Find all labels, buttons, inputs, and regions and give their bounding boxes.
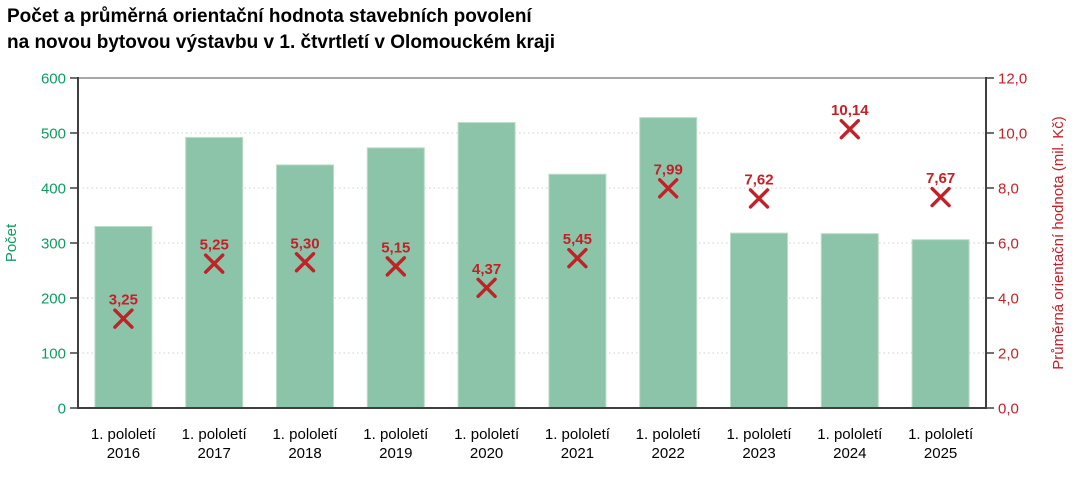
right-axis-tick-label: 8,0 bbox=[998, 180, 1019, 197]
right-axis-tick-label: 0,0 bbox=[998, 400, 1019, 417]
x-marker-2022 bbox=[658, 178, 679, 199]
bar-2019 bbox=[366, 147, 425, 409]
bar-2021 bbox=[548, 173, 607, 409]
x-axis-label-line1: 1. pololetí bbox=[726, 426, 792, 443]
x-axis-label-line2: 2016 bbox=[107, 445, 140, 462]
left-axis-tick-label: 0 bbox=[58, 400, 66, 417]
left-axis-tick-label: 600 bbox=[41, 70, 66, 87]
left-axis-tick-label: 500 bbox=[41, 125, 66, 142]
left-axis-tick-label: 100 bbox=[41, 345, 66, 362]
x-marker-stroke bbox=[930, 186, 951, 208]
x-marker-stroke bbox=[203, 253, 225, 274]
value-label-2018: 5,30 bbox=[290, 235, 319, 252]
bar-2022 bbox=[639, 117, 698, 409]
x-axis-label-line2: 2018 bbox=[288, 445, 321, 462]
x-axis-label-line1: 1. pololetí bbox=[182, 426, 248, 443]
right-axis-tick-label: 4,0 bbox=[998, 290, 1019, 307]
x-axis-label-line2: 2017 bbox=[198, 445, 231, 462]
x-marker-stroke bbox=[658, 178, 679, 199]
right-axis-tick-label: 6,0 bbox=[998, 235, 1019, 252]
x-axis-label-2024: 1. pololetí 2024 bbox=[817, 426, 883, 462]
x-marker-2018 bbox=[294, 252, 316, 273]
markers-layer: 3,25 5,25 5,30 5,15 4,37 5,45 7,99 7,62 10,14 7,6… bbox=[109, 102, 955, 329]
x-axis-label-line2: 2024 bbox=[833, 445, 866, 462]
x-axis-label-line1: 1. pololetí bbox=[272, 426, 338, 443]
axis-ticks-layer: 0 100 200 300 400 500 600 0,0 2,0 4,0 6,0 8,0 10,0 12… bbox=[41, 70, 1027, 417]
value-label-2025: 7,67 bbox=[926, 170, 955, 187]
x-axis-label-2022: 1. pololetí 2022 bbox=[636, 426, 702, 462]
value-label-2016: 3,25 bbox=[109, 292, 138, 309]
chart-title: Počet a průměrná orientační hodnota stav… bbox=[7, 4, 555, 56]
x-marker-stroke bbox=[567, 247, 588, 269]
right-axis-tick-label: 10,0 bbox=[998, 125, 1027, 142]
x-axis-label-line2: 2019 bbox=[379, 445, 412, 462]
left-axis-tick-label: 400 bbox=[41, 180, 66, 197]
x-axis-label-line2: 2025 bbox=[924, 445, 957, 462]
x-marker-2016 bbox=[113, 308, 134, 329]
left-axis-tick-label: 300 bbox=[41, 235, 66, 252]
x-axis-label-line1: 1. pololetí bbox=[454, 426, 520, 443]
left-axis-tick-label: 200 bbox=[41, 290, 66, 307]
chart-title-line2: na novou bytovou výstavbu v 1. čtvrtletí… bbox=[7, 32, 555, 53]
x-marker-2017 bbox=[203, 253, 225, 274]
x-axis-label-line2: 2023 bbox=[742, 445, 775, 462]
x-marker-2023 bbox=[748, 188, 770, 209]
x-axis-label-2017: 1. pololetí 2017 bbox=[182, 426, 248, 462]
x-axis-label-2016: 1. pololetí 2016 bbox=[91, 426, 157, 462]
value-label-2021: 5,45 bbox=[563, 231, 592, 248]
x-axis-label-2021: 1. pololetí 2021 bbox=[545, 426, 611, 462]
x-axis-label-2019: 1. pololetí 2019 bbox=[363, 426, 429, 462]
x-marker-stroke bbox=[294, 252, 316, 273]
value-label-2022: 7,99 bbox=[654, 161, 683, 178]
x-axis-label-line1: 1. pololetí bbox=[636, 426, 702, 443]
x-marker-2019 bbox=[385, 256, 406, 277]
bar-2023 bbox=[730, 232, 788, 409]
value-label-2020: 4,37 bbox=[472, 261, 501, 278]
x-marker-stroke bbox=[748, 188, 770, 209]
value-label-2019: 5,15 bbox=[381, 239, 410, 256]
right-axis-tick-label: 2,0 bbox=[998, 345, 1019, 362]
x-marker-stroke bbox=[839, 118, 860, 140]
x-axis-label-line2: 2020 bbox=[470, 445, 503, 462]
bar-2017 bbox=[185, 136, 244, 409]
x-marker-stroke bbox=[113, 308, 134, 329]
left-axis-title: Počet bbox=[3, 223, 20, 262]
bar-2024 bbox=[820, 233, 879, 409]
x-marker-2024 bbox=[839, 118, 860, 140]
x-marker-stroke bbox=[476, 277, 497, 299]
x-axis-label-line1: 1. pololetí bbox=[817, 426, 883, 443]
x-axis-label-line1: 1. pololetí bbox=[91, 426, 157, 443]
x-axis-label-line1: 1. pololetí bbox=[908, 426, 974, 443]
x-axis-label-2023: 1. pololetí 2023 bbox=[726, 426, 792, 462]
x-axis-label-2025: 1. pololetí 2025 bbox=[908, 426, 974, 462]
right-axis-tick-label: 12,0 bbox=[998, 70, 1027, 87]
x-marker-2020 bbox=[476, 277, 497, 299]
value-label-2017: 5,25 bbox=[200, 237, 229, 254]
right-axis-title: Průměrná orientační hodnota (mil. Kč) bbox=[1050, 116, 1067, 369]
value-label-2024: 10,14 bbox=[831, 102, 869, 119]
x-axis-label-line2: 2022 bbox=[652, 445, 685, 462]
chart-title-line1: Počet a průměrná orientační hodnota stav… bbox=[7, 6, 532, 27]
x-axis-label-2020: 1. pololetí 2020 bbox=[454, 426, 520, 462]
x-axis-label-line2: 2021 bbox=[561, 445, 594, 462]
x-marker-2021 bbox=[567, 247, 588, 269]
bar-2018 bbox=[276, 164, 334, 409]
bars-layer bbox=[94, 117, 970, 409]
x-marker-stroke bbox=[385, 256, 406, 277]
value-label-2023: 7,62 bbox=[744, 171, 773, 188]
x-axis-label-line1: 1. pololetí bbox=[545, 426, 611, 443]
bar-2025 bbox=[911, 239, 970, 409]
x-axis-label-line1: 1. pololetí bbox=[363, 426, 429, 443]
x-marker-2025 bbox=[930, 186, 951, 208]
x-axis-label-2018: 1. pololetí 2018 bbox=[272, 426, 338, 462]
